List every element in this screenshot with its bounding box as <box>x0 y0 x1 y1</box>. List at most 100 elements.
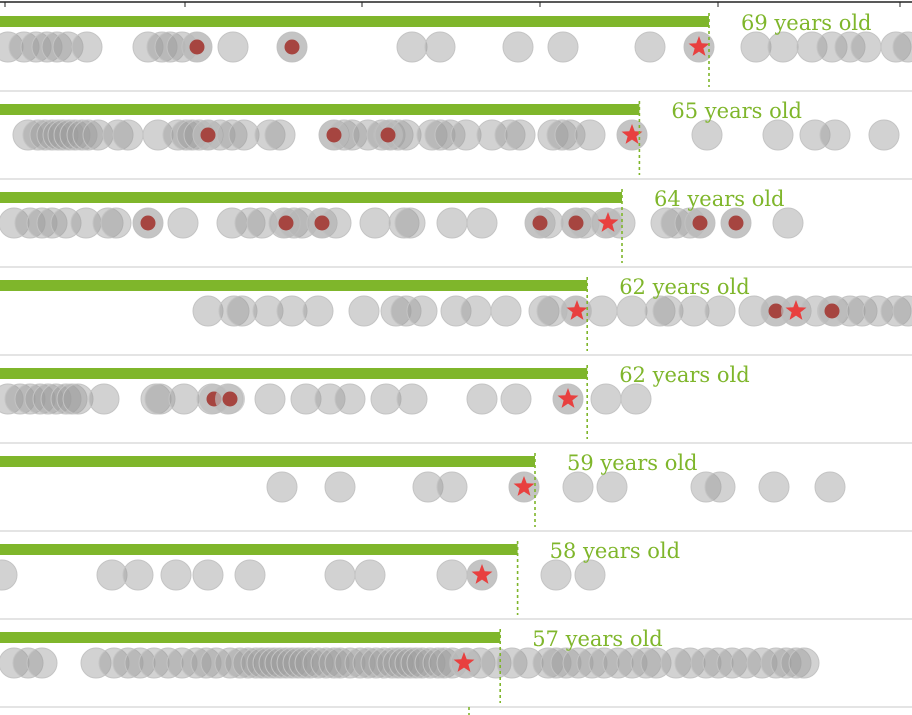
data-dot <box>8 31 40 63</box>
age-row: 65 years old <box>0 99 912 180</box>
data-dot <box>547 31 579 63</box>
age-label: 62 years old <box>619 363 750 387</box>
data-dot <box>234 559 266 591</box>
data-dot <box>652 295 684 327</box>
data-dot <box>14 383 46 415</box>
data-dot <box>892 295 912 327</box>
star-marker <box>566 300 588 320</box>
highlight-dot <box>284 39 300 55</box>
data-dot <box>92 207 124 239</box>
data-dot <box>168 383 200 415</box>
data-dot <box>767 31 799 63</box>
highlight-dot <box>200 127 216 143</box>
data-dot <box>494 119 526 151</box>
data-dot <box>490 295 522 327</box>
data-dot <box>436 207 468 239</box>
data-dot <box>394 207 426 239</box>
data-dot <box>650 207 682 239</box>
data-dot <box>214 647 246 679</box>
data-dot <box>166 647 198 679</box>
data-dot <box>819 119 851 151</box>
data-dot <box>396 31 428 63</box>
age-bar <box>0 280 588 291</box>
data-dot <box>344 647 376 679</box>
data-dot <box>691 119 723 151</box>
data-dot <box>354 559 386 591</box>
data-dot <box>12 647 44 679</box>
data-dot <box>190 647 222 679</box>
data-dot <box>324 471 356 503</box>
data-dot <box>59 119 91 151</box>
data-dot <box>762 119 794 151</box>
data-dot <box>132 31 164 63</box>
data-dot <box>562 471 594 503</box>
highlight-dot <box>692 215 708 231</box>
data-dot <box>112 647 144 679</box>
star-marker <box>597 212 619 232</box>
age-label: 57 years old <box>532 627 663 651</box>
data-dot <box>192 559 224 591</box>
age-label: 59 years old <box>567 451 698 475</box>
data-dot <box>266 471 298 503</box>
data-dot <box>192 295 224 327</box>
age-bar <box>0 16 709 27</box>
data-dot <box>276 295 308 327</box>
data-dot <box>40 383 72 415</box>
data-dot <box>348 295 380 327</box>
data-dot <box>406 295 438 327</box>
data-dot <box>596 471 628 503</box>
data-dot <box>36 207 68 239</box>
data-dot <box>0 31 24 63</box>
age-label: 65 years old <box>671 99 802 123</box>
age-bar <box>0 192 622 203</box>
data-dot <box>436 471 468 503</box>
data-dot <box>360 647 392 679</box>
data-dot <box>416 119 448 151</box>
data-dot <box>124 647 156 679</box>
highlight-dot <box>728 215 744 231</box>
data-dot <box>634 31 666 63</box>
data-dot <box>0 559 18 591</box>
age-bar <box>0 544 518 555</box>
age-row: 62 years old <box>0 275 912 356</box>
data-dot <box>550 647 582 679</box>
data-dot <box>620 383 652 415</box>
star-marker <box>471 564 493 584</box>
data-dot <box>167 207 199 239</box>
data-dot <box>96 559 128 591</box>
star-marker <box>688 36 710 56</box>
data-dot <box>26 207 58 239</box>
data-dot <box>644 295 676 327</box>
data-dot <box>380 295 412 327</box>
data-dot <box>814 471 846 503</box>
data-dot <box>254 119 286 151</box>
data-dot <box>834 31 866 63</box>
data-dot <box>702 647 734 679</box>
highlight-dot <box>189 39 205 55</box>
data-dot <box>26 647 58 679</box>
data-dot <box>528 295 560 327</box>
data-dot <box>370 383 402 415</box>
age-row: 57 years old <box>0 627 912 708</box>
data-dot <box>574 119 606 151</box>
data-dot <box>758 471 790 503</box>
star-marker <box>453 652 475 672</box>
data-dot <box>228 119 260 151</box>
data-dot <box>678 295 710 327</box>
data-dot <box>52 31 84 63</box>
data-dot <box>302 647 334 679</box>
data-dot <box>71 31 103 63</box>
data-dot <box>788 647 820 679</box>
data-dot <box>102 119 134 151</box>
highlight-dot <box>568 215 584 231</box>
data-dot <box>152 647 184 679</box>
age-label: 69 years old <box>741 11 872 35</box>
age-row: 64 years old <box>0 187 912 268</box>
data-dot <box>466 383 498 415</box>
data-dot <box>540 559 572 591</box>
data-dot <box>412 471 444 503</box>
data-dot <box>480 647 512 679</box>
highlight-dot <box>768 303 784 319</box>
data-dot <box>880 295 912 327</box>
